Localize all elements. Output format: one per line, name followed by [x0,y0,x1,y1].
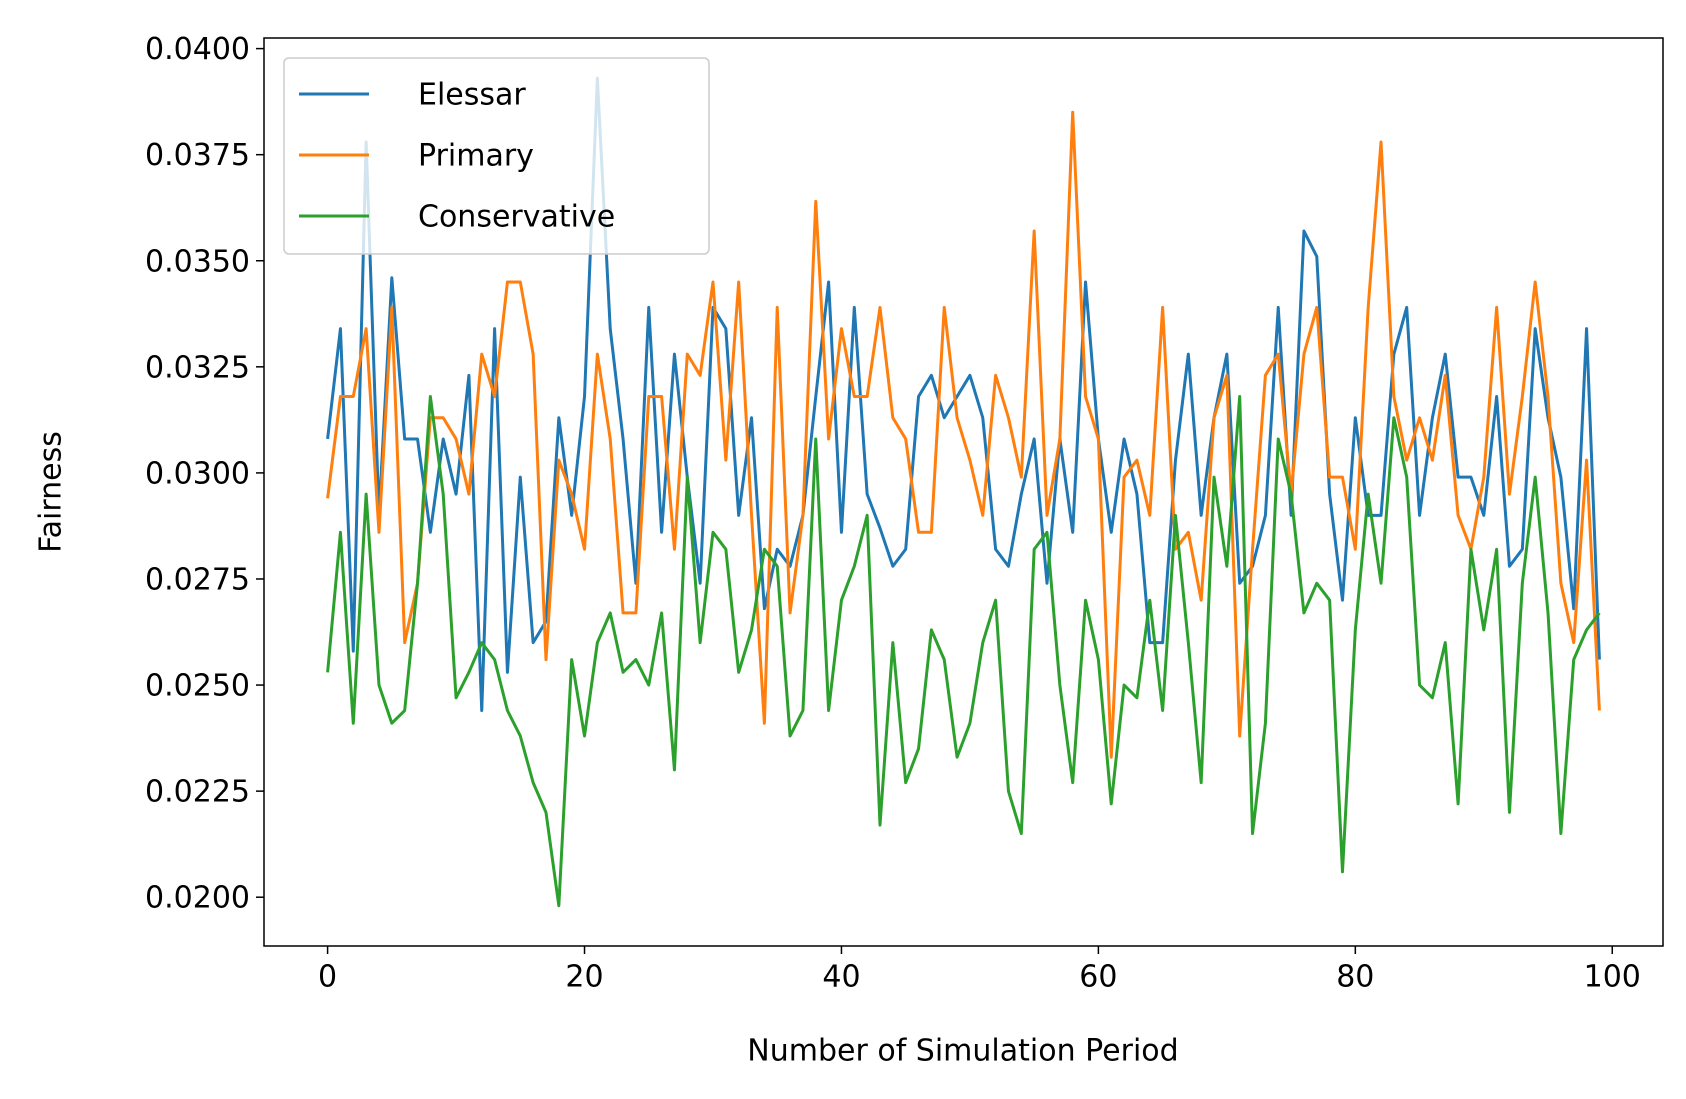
plot-frame [263,37,1664,947]
legend-label: Primary [418,139,534,174]
y-tick-label: 0.0225 [145,775,250,810]
legend-label: Conservative [418,200,615,235]
y-tick-label: 0.0350 [145,244,250,279]
y-tick-label: 0.0275 [145,562,250,597]
y-tick-label: 0.0400 [145,32,250,67]
x-tick-label: 80 [1336,960,1374,995]
x-tick-label: 0 [318,960,337,995]
y-tick-label: 0.0250 [145,669,250,704]
x-tick-label: 60 [1079,960,1117,995]
series-line [326,76,1601,713]
x-tick-label: 40 [822,960,860,995]
series-line [326,110,1601,759]
y-axis-label: Fairness [34,431,69,553]
x-axis-label: Number of Simulation Period [747,1034,1178,1069]
x-tick-label: 20 [565,960,603,995]
y-tick-label: 0.0200 [145,881,250,916]
y-tick-label: 0.0325 [145,350,250,385]
y-tick-label: 0.0300 [145,456,250,491]
legend-label: Elessar [418,78,526,113]
y-tick-label: 0.0375 [145,138,250,173]
x-tick-label: 100 [1584,960,1641,995]
series-line [326,395,1601,908]
legend-box [283,57,710,255]
